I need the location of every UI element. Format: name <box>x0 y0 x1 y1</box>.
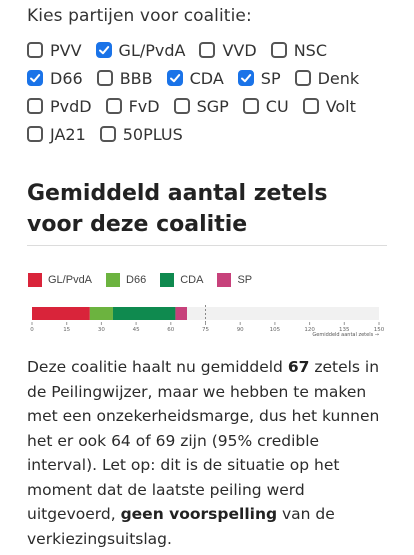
party-option-fvd[interactable]: FvD <box>105 96 160 116</box>
party-checkbox-cda[interactable] <box>166 70 183 86</box>
party-row: JA21 50PLUS <box>27 120 407 148</box>
party-checkbox-sp[interactable] <box>237 70 254 86</box>
party-row: D66 BBB CDA SP Denk <box>27 64 407 92</box>
party-checkbox-sgp[interactable] <box>173 98 190 114</box>
legend-label: CDA <box>180 274 204 286</box>
legend-label: SP <box>237 274 253 286</box>
party-checkbox-bbb[interactable] <box>96 70 113 86</box>
party-checkbox-vvd[interactable] <box>199 42 216 58</box>
x-tick-label: 105 <box>270 327 281 333</box>
legend-swatch <box>160 273 175 287</box>
party-row: PVV GL/PvdA VVD NSC <box>27 36 407 64</box>
x-tick-label: 150 <box>374 327 385 333</box>
party-checkbox-denk[interactable] <box>294 70 311 86</box>
party-label: SGP <box>196 96 229 116</box>
explanation-part-1: Deze coalitie haalt nu gemiddeld <box>27 358 288 376</box>
party-label: PvdD <box>50 96 92 116</box>
party-checkbox-pvv[interactable] <box>27 42 43 58</box>
party-checkbox-d66[interactable] <box>27 70 43 86</box>
bar-segment-cda <box>112 307 176 320</box>
x-tick-label: 60 <box>167 327 174 333</box>
party-checkbox-nsc[interactable] <box>270 42 287 58</box>
no-prediction-emphasis: geen voorspelling <box>120 505 278 523</box>
legend-swatch <box>217 273 232 287</box>
party-row: PvdD FvD SGP CU Volt <box>27 92 407 120</box>
party-label: FvD <box>128 96 160 116</box>
legend-item-cda: CDA <box>160 273 203 287</box>
coalition-explanation: Deze coalitie haalt nu gemiddeld 67 zete… <box>27 355 391 551</box>
explanation-part-2: zetels in de Peilingwijzer, maar we hebb… <box>27 358 380 523</box>
party-checkbox-pvdd[interactable] <box>27 98 43 114</box>
bar-segment-d66 <box>89 307 113 320</box>
party-checkbox-gl-pvda[interactable] <box>95 42 112 58</box>
bar-segment-gl-pvda <box>32 307 90 320</box>
x-tick-label: 45 <box>133 327 140 333</box>
explanation-part-3: van de verkiezingsuitslag. <box>27 505 335 548</box>
coalition-prompt: Kies partijen voor coalitie: <box>27 6 252 26</box>
party-label: CDA <box>189 68 224 88</box>
party-label: SP <box>260 68 281 88</box>
party-checkbox-volt[interactable] <box>302 98 319 114</box>
party-option-pvdd[interactable]: PvdD <box>27 97 92 116</box>
party-label: Volt <box>325 96 356 116</box>
party-option-d66[interactable]: D66 <box>27 69 83 88</box>
section-title: Gemiddeld aantal zetels voor deze coalit… <box>27 181 328 237</box>
party-label: VVD <box>222 40 257 60</box>
bar-segment-sp <box>175 307 187 320</box>
party-option-nsc[interactable]: NSC <box>270 40 327 60</box>
party-option-pvv[interactable]: PVV <box>27 41 82 60</box>
x-axis-label: Gemiddeld aantal zetels → <box>312 332 379 338</box>
legend-item-d66: D66 <box>106 273 146 287</box>
party-label: D66 <box>50 68 83 88</box>
party-option-50plus[interactable]: 50PLUS <box>99 124 183 144</box>
party-checkbox-grid: PVV GL/PvdA VVD NSC D66 BBB CDA SP Denk PvdD FvD SG… <box>27 36 407 148</box>
party-checkbox-fvd[interactable] <box>105 98 122 114</box>
seats-number: 67 <box>287 358 310 376</box>
party-label: JA21 <box>50 124 86 144</box>
party-option-ja21[interactable]: JA21 <box>27 125 86 144</box>
x-tick-label: 120 <box>304 327 315 333</box>
party-label: CU <box>265 96 289 116</box>
party-label: PVV <box>50 40 82 60</box>
party-option-sp[interactable]: SP <box>237 68 281 88</box>
divider <box>27 245 387 246</box>
x-tick-label: 75 <box>202 327 209 333</box>
party-option-cu[interactable]: CU <box>242 96 289 116</box>
party-option-volt[interactable]: Volt <box>302 96 356 116</box>
legend-label: GL/PvdA <box>48 274 93 286</box>
party-option-gl-pvda[interactable]: GL/PvdA <box>95 40 186 60</box>
x-tick-label: 135 <box>339 327 350 333</box>
party-option-vvd[interactable]: VVD <box>199 40 257 60</box>
party-option-bbb[interactable]: BBB <box>96 68 153 88</box>
legend-swatch <box>106 273 121 287</box>
party-option-denk[interactable]: Denk <box>294 68 360 88</box>
party-label: GL/PvdA <box>118 40 186 60</box>
party-checkbox-ja21[interactable] <box>27 126 43 142</box>
party-checkbox-50plus[interactable] <box>99 126 116 142</box>
party-option-sgp[interactable]: SGP <box>173 96 229 116</box>
legend-item-sp: SP <box>217 273 252 287</box>
x-tick-label: 90 <box>237 327 244 333</box>
party-label: BBB <box>119 68 153 88</box>
x-tick-label: 30 <box>98 327 105 333</box>
party-label: 50PLUS <box>122 124 183 144</box>
x-tick-label: 0 <box>30 327 34 333</box>
legend-label: D66 <box>126 274 147 286</box>
party-checkbox-cu[interactable] <box>242 98 259 114</box>
x-tick-label: 15 <box>63 327 70 333</box>
legend-item-gl-pvda: GL/PvdA <box>28 273 92 287</box>
party-label: NSC <box>293 40 327 60</box>
legend-swatch <box>28 273 42 287</box>
party-option-cda[interactable]: CDA <box>166 68 224 88</box>
party-label: Denk <box>317 68 360 88</box>
chart-legend: GL/PvdA D66 CDA SP <box>28 273 266 287</box>
